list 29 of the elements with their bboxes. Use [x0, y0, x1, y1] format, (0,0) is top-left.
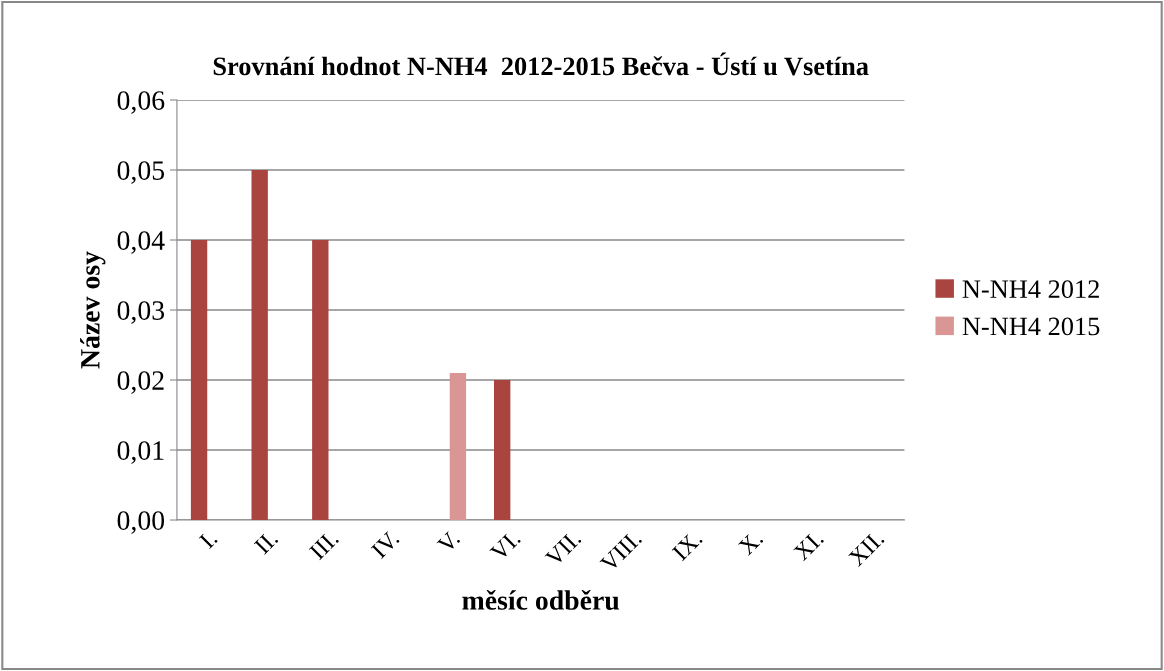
x-axis-title: měsíc odběru [462, 589, 620, 610]
y-tick-label: 0,05 [117, 161, 165, 184]
x-tick-label: III. [308, 530, 340, 561]
y-axis-title: Název osy [80, 251, 106, 369]
y-tick-label: 0,04 [117, 231, 165, 254]
x-tick-label: VIII. [599, 530, 643, 573]
bar [312, 239, 329, 521]
x-tick-label: X. [737, 530, 764, 557]
y-tick-label: 0,06 [117, 91, 165, 114]
bar [190, 239, 208, 521]
y-tick-label: 0,00 [117, 511, 165, 534]
x-tick-label: XI. [792, 530, 825, 562]
x-tick-label: IV. [370, 530, 400, 560]
x-tick-label: VI. [489, 530, 522, 562]
x-tick-label: XII. [847, 530, 885, 568]
legend-label: N-NH4 2015 [962, 317, 1100, 336]
y-tick-label: 0,03 [117, 301, 165, 324]
x-tick-label: I. [198, 530, 218, 550]
x-tick-label: V. [436, 530, 461, 555]
bar [251, 169, 268, 521]
bar [449, 373, 467, 521]
bar [494, 380, 511, 521]
y-tick-label: 0,02 [117, 371, 164, 394]
legend-label: N-NH4 2012 [962, 280, 1099, 299]
chart-title: Srovnání hodnot N-NH4 2012-2015 Bečva - Ústí u Vsetína [213, 52, 869, 76]
x-tick-label: VII. [544, 530, 582, 568]
x-tick-label: II. [253, 530, 279, 555]
y-tick-label: 0,01 [117, 441, 164, 464]
x-tick-label: IX. [671, 530, 703, 562]
